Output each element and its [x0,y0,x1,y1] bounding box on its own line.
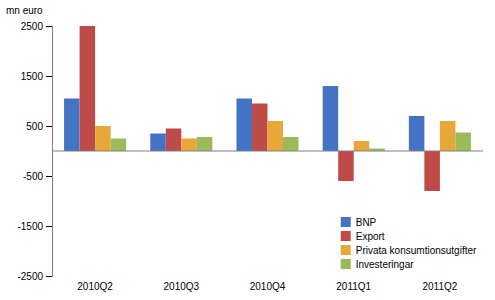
legend-item: Export [341,231,385,242]
bar [268,121,284,151]
bar [150,134,166,152]
y-tick: -1500 [17,221,52,232]
bar-series [95,121,455,151]
y-unit-label: mn euro [6,5,43,16]
bar [252,104,268,152]
bar [95,126,111,151]
legend: BNP Export Privata konsumtionsutgifter Inve… [341,217,477,270]
bar [283,137,299,151]
bar [354,141,370,151]
legend-label: Investeringar [356,259,414,270]
x-tick: 2011Q2 [422,281,457,292]
y-tick: -500 [23,171,52,182]
legend-item: Investeringar [341,259,414,270]
x-tick-label: 2011Q1 [336,281,371,292]
legend-label: BNP [356,217,377,228]
y-tick-label: -2500 [17,271,43,282]
x-tick-label: 2010Q4 [250,281,286,292]
legend-swatch [341,245,351,255]
bar [455,133,471,152]
y-tick-mark [46,176,52,177]
x-tick-label: 2010Q2 [77,281,113,292]
y-tick-label: 1500 [21,71,44,82]
x-tick: 2010Q3 [164,281,200,292]
y-tick: 2500 [21,21,52,32]
legend-label: Privata konsumtionsutgifter [356,245,477,256]
bar-series [64,86,424,151]
x-tick: 2010Q4 [250,281,286,292]
legend-swatch [341,217,351,227]
y-tick-label: 2500 [21,21,44,32]
bar-series [80,26,440,191]
x-tick-label: 2010Q3 [164,281,200,292]
legend-label: Export [356,231,385,242]
y-tick-mark [46,226,52,227]
bar [323,86,339,151]
bar [64,99,80,152]
bar [111,139,127,152]
y-tick-mark [46,26,52,27]
bar [197,137,213,151]
bar [440,121,456,151]
y-tick: -2500 [17,271,52,282]
y-tick-mark [46,276,52,277]
bar [409,116,425,151]
y-axis: -2500 -1500 -500 500 1500 2500 [17,21,52,282]
y-tick-mark [46,76,52,77]
legend-item: Privata konsumtionsutgifter [341,245,477,256]
bar [236,99,252,152]
y-tick-label: -500 [23,171,43,182]
y-axis-line [46,27,53,277]
bar [80,26,96,151]
y-tick: 1500 [21,71,52,82]
plot: -2500-1500-500500150025002010Q22010Q3201… [17,21,483,292]
legend-item: BNP [341,217,377,228]
y-tick-label: -1500 [17,221,43,232]
chart: -2500-1500-500500150025002010Q22010Q3201… [0,0,495,300]
bars [64,26,471,191]
bar [181,139,197,152]
legend-swatch [341,231,351,241]
y-tick-mark [46,126,52,127]
y-tick-label: 500 [26,121,43,132]
bar [338,151,354,181]
x-tick: 2011Q1 [336,281,371,292]
x-tick: 2010Q2 [77,281,113,292]
x-axis: 2010Q2 2010Q3 2010Q4 2011Q1 2011Q2 [77,281,457,292]
legend-swatch [341,259,351,269]
zero-line [52,151,483,152]
bar-series [111,133,471,152]
x-tick-label: 2011Q2 [422,281,457,292]
y-tick: 500 [26,121,52,132]
bar [424,151,440,191]
bar [166,129,182,152]
